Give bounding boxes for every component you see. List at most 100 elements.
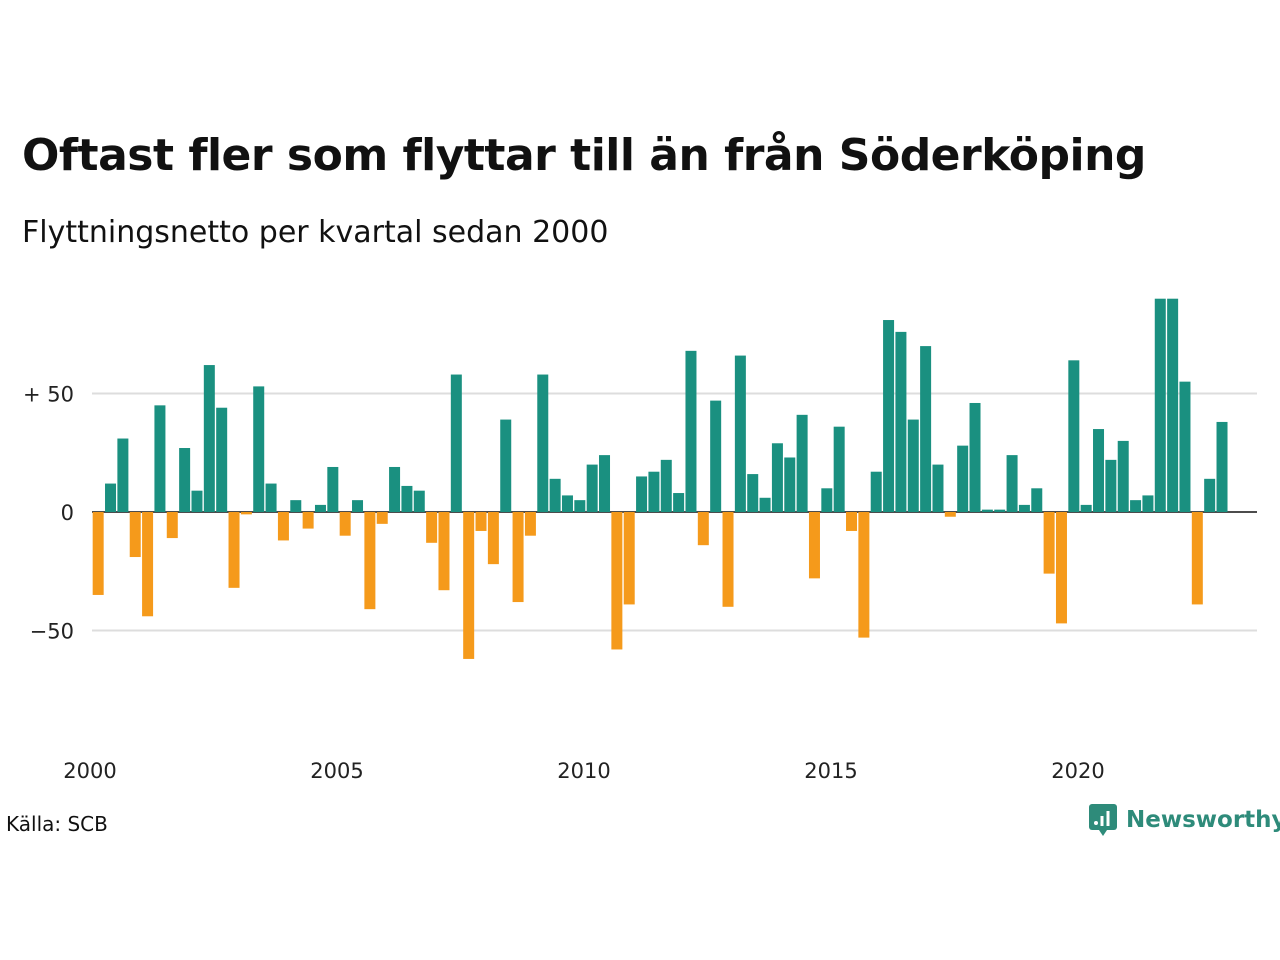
bar [203, 365, 215, 512]
bar [747, 474, 759, 512]
y-tick-label: + 50 [23, 383, 74, 407]
bar [759, 497, 771, 512]
bar [722, 512, 734, 607]
bar [487, 512, 499, 565]
chart-subtitle: Flyttningsnetto per kvartal sedan 2000 [22, 215, 609, 250]
bar [1179, 381, 1191, 512]
bar [1142, 495, 1154, 512]
bar [895, 331, 907, 512]
bar [302, 512, 314, 529]
bar [339, 512, 351, 536]
bar [277, 512, 289, 541]
bar [710, 400, 722, 512]
brand-name: Newsworthy [1126, 807, 1280, 833]
bar [697, 512, 709, 546]
bar [191, 490, 203, 512]
bar [1080, 504, 1092, 512]
bar [846, 512, 858, 531]
bar [784, 457, 796, 512]
bar [932, 464, 944, 512]
bar [314, 504, 326, 512]
bar [524, 512, 536, 536]
bar [920, 346, 932, 512]
bar [500, 419, 512, 512]
bar [907, 419, 919, 512]
x-tick-label: 2020 [1051, 759, 1104, 783]
bar [475, 512, 487, 531]
x-tick-label: 2000 [63, 759, 116, 783]
bar [154, 405, 166, 512]
bar [858, 512, 870, 638]
bar [105, 483, 117, 512]
newsworthy-logo-icon [1089, 804, 1117, 836]
bar [389, 466, 401, 512]
bar [352, 500, 364, 512]
bar [599, 455, 611, 512]
bar [648, 471, 660, 512]
bar [883, 320, 895, 512]
bar [561, 495, 573, 512]
bar [1167, 298, 1179, 512]
bar [586, 464, 598, 512]
bar [636, 476, 648, 512]
bar [450, 374, 462, 512]
bar [228, 512, 240, 588]
bar [438, 512, 450, 591]
bar [166, 512, 178, 539]
bar [463, 512, 475, 659]
x-tick-label: 2015 [804, 759, 857, 783]
bar [253, 386, 265, 512]
bars [92, 298, 1228, 659]
bar [142, 512, 154, 617]
bar [117, 438, 129, 512]
bar [969, 402, 981, 512]
bar [216, 407, 228, 512]
bar [512, 512, 524, 603]
brand-logo: Newsworthy [1088, 803, 1280, 837]
bar [240, 512, 252, 515]
bar [376, 512, 388, 524]
bar [1093, 429, 1105, 512]
source-note: Källa: SCB [6, 812, 108, 836]
bar [1018, 504, 1030, 512]
bar [265, 483, 277, 512]
bar [623, 512, 635, 605]
bar [1204, 478, 1216, 512]
bar [660, 459, 672, 512]
x-tick-label: 2005 [310, 759, 363, 783]
bar [179, 448, 191, 512]
bar [537, 374, 549, 512]
bar [944, 512, 956, 517]
bar [611, 512, 623, 650]
bar [401, 485, 413, 512]
x-tick-label: 2010 [557, 759, 610, 783]
bar [92, 512, 104, 595]
bar [574, 500, 586, 512]
bar [1006, 455, 1018, 512]
bar [426, 512, 438, 543]
bar [1043, 512, 1055, 574]
bar [549, 478, 561, 512]
bar [129, 512, 141, 558]
bar [1105, 459, 1117, 512]
y-tick-label: 0 [61, 501, 74, 525]
bar [833, 426, 845, 512]
bar [771, 443, 783, 512]
bar [413, 490, 425, 512]
y-tick-label: −50 [30, 620, 74, 644]
bar [870, 471, 882, 512]
bar [1031, 488, 1043, 512]
bar [1117, 440, 1129, 512]
bar [1068, 360, 1080, 512]
bar [1130, 500, 1142, 512]
bar [957, 445, 969, 512]
bar [364, 512, 376, 610]
bar [821, 488, 833, 512]
bar [290, 500, 302, 512]
bar [1191, 512, 1203, 605]
bar [981, 509, 993, 512]
axis-labels: + 50 0 −50 2000 2005 2010 2015 2020 [23, 383, 1105, 784]
bar [1154, 298, 1166, 512]
bar [327, 466, 339, 512]
bar [1055, 512, 1067, 624]
